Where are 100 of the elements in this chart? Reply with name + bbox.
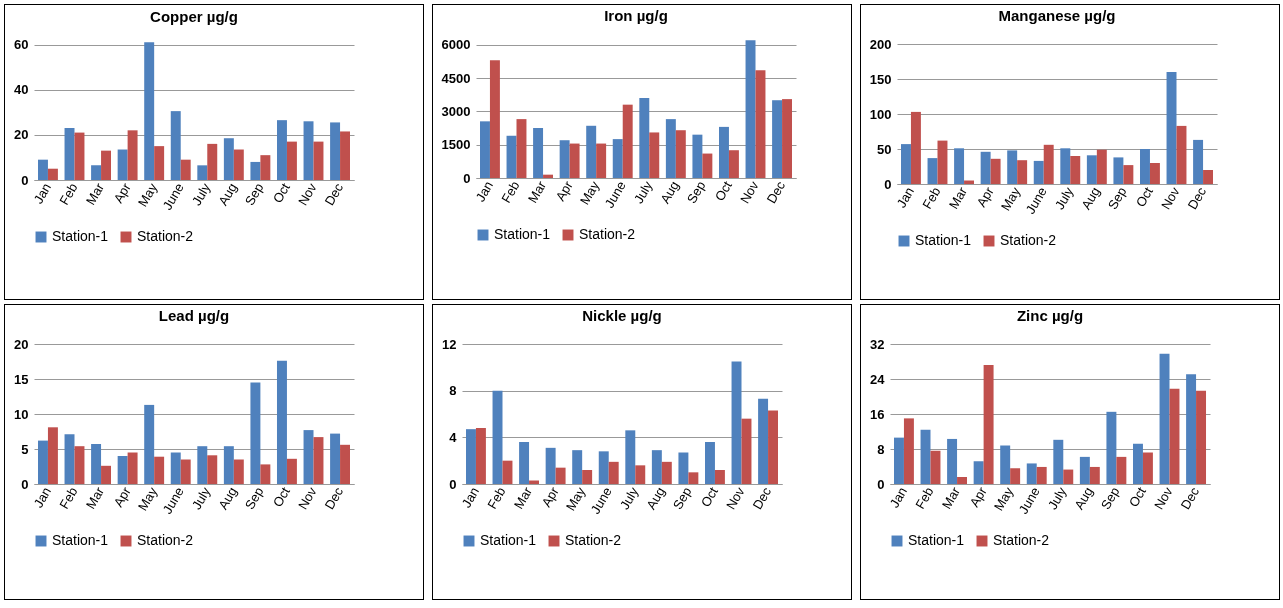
x-tick-label: Apr: [973, 183, 998, 210]
bar: [692, 134, 703, 178]
bar: [276, 360, 287, 484]
bar: [893, 437, 904, 484]
bar: [782, 99, 793, 178]
chart-title: Iron µg/g: [604, 7, 668, 24]
bar: [533, 128, 544, 178]
bar: [1132, 443, 1143, 484]
y-tick-label: 12: [442, 336, 457, 352]
bar: [927, 158, 938, 184]
bar: [920, 429, 931, 484]
bar: [144, 404, 155, 484]
bar: [954, 148, 965, 184]
y-tick-label: 16: [870, 406, 885, 422]
bar: [1196, 390, 1207, 484]
x-tick-label: Feb: [919, 184, 944, 212]
bar: [506, 135, 517, 178]
bar: [1176, 125, 1187, 184]
x-tick-label: Apr: [552, 177, 577, 204]
bar: [622, 104, 633, 178]
bar: [519, 442, 530, 484]
bar: [612, 139, 623, 178]
legend-label: Station-2: [137, 532, 194, 548]
legend-label: Station-2: [993, 532, 1050, 548]
y-tick-label: 0: [463, 170, 471, 186]
x-tick-label: Apr: [538, 483, 563, 510]
x-tick-label: Apr: [110, 179, 135, 206]
bar: [1166, 72, 1177, 184]
legend-label: Station-1: [494, 226, 551, 242]
bar: [582, 470, 593, 484]
x-tick-label: Feb: [56, 484, 81, 512]
y-tick-label: 1500: [441, 137, 471, 153]
bar: [745, 40, 756, 178]
y-tick-label: 6000: [441, 37, 471, 53]
x-tick-label: Oct: [1125, 484, 1150, 510]
bar: [260, 155, 271, 180]
chart-title: Manganese µg/g: [998, 7, 1116, 24]
bar: [233, 459, 244, 484]
bar: [475, 428, 486, 484]
bar: [180, 459, 191, 484]
bar: [1149, 163, 1160, 184]
bar: [74, 446, 85, 484]
bar: [233, 149, 244, 180]
x-tick-label: Jan: [472, 178, 496, 205]
bar: [101, 465, 112, 484]
x-tick-label: Oct: [269, 484, 294, 510]
bar: [154, 456, 165, 484]
bar: [675, 130, 686, 178]
bar: [714, 470, 725, 484]
bar: [1159, 353, 1170, 484]
bar: [340, 131, 351, 180]
y-tick-label: 24: [870, 371, 886, 387]
y-tick-label: 8: [877, 441, 885, 457]
bar: [688, 472, 699, 484]
bar: [91, 165, 102, 180]
bar: [704, 442, 715, 484]
bar: [1139, 149, 1150, 184]
legend-label: Station-2: [1000, 232, 1057, 248]
bar: [903, 418, 914, 484]
x-tick-label: Mar: [82, 483, 108, 512]
y-tick-label: 10: [14, 406, 29, 422]
bar: [303, 121, 314, 180]
bar: [516, 119, 527, 178]
y-tick-label: 0: [884, 176, 892, 192]
legend-label: Station-2: [137, 228, 194, 244]
y-tick-label: 0: [21, 476, 29, 492]
bar: [702, 153, 713, 178]
bar: [303, 430, 314, 484]
x-tick-label: Feb: [912, 484, 937, 512]
bar: [127, 130, 138, 180]
x-tick-label: Mar: [510, 483, 536, 512]
x-tick-label: Dec: [321, 484, 347, 513]
x-tick-label: Feb: [498, 178, 523, 206]
bar: [608, 461, 619, 484]
x-tick-label: Dec: [749, 484, 775, 513]
bar: [596, 143, 607, 178]
y-tick-label: 4500: [441, 70, 471, 86]
bar: [180, 159, 191, 180]
bar: [661, 461, 672, 484]
bar: [665, 119, 676, 178]
legend-label: Station-1: [480, 532, 537, 548]
legend-label: Station-1: [908, 532, 965, 548]
bar: [250, 382, 261, 484]
y-tick-label: 3000: [441, 103, 471, 119]
bar: [37, 440, 48, 484]
bar: [47, 168, 58, 180]
y-tick-label: 20: [14, 336, 29, 352]
legend-label: Station-1: [52, 532, 109, 548]
bar: [286, 141, 297, 180]
bar: [260, 464, 271, 484]
bar: [1007, 150, 1018, 184]
bar: [1026, 463, 1037, 484]
bar: [223, 446, 234, 484]
bar: [1063, 469, 1074, 484]
y-tick-label: 200: [869, 36, 892, 52]
bar: [47, 427, 58, 484]
y-tick-label: 0: [877, 476, 885, 492]
bar: [728, 150, 739, 178]
bar: [197, 165, 208, 180]
bar: [207, 143, 218, 180]
